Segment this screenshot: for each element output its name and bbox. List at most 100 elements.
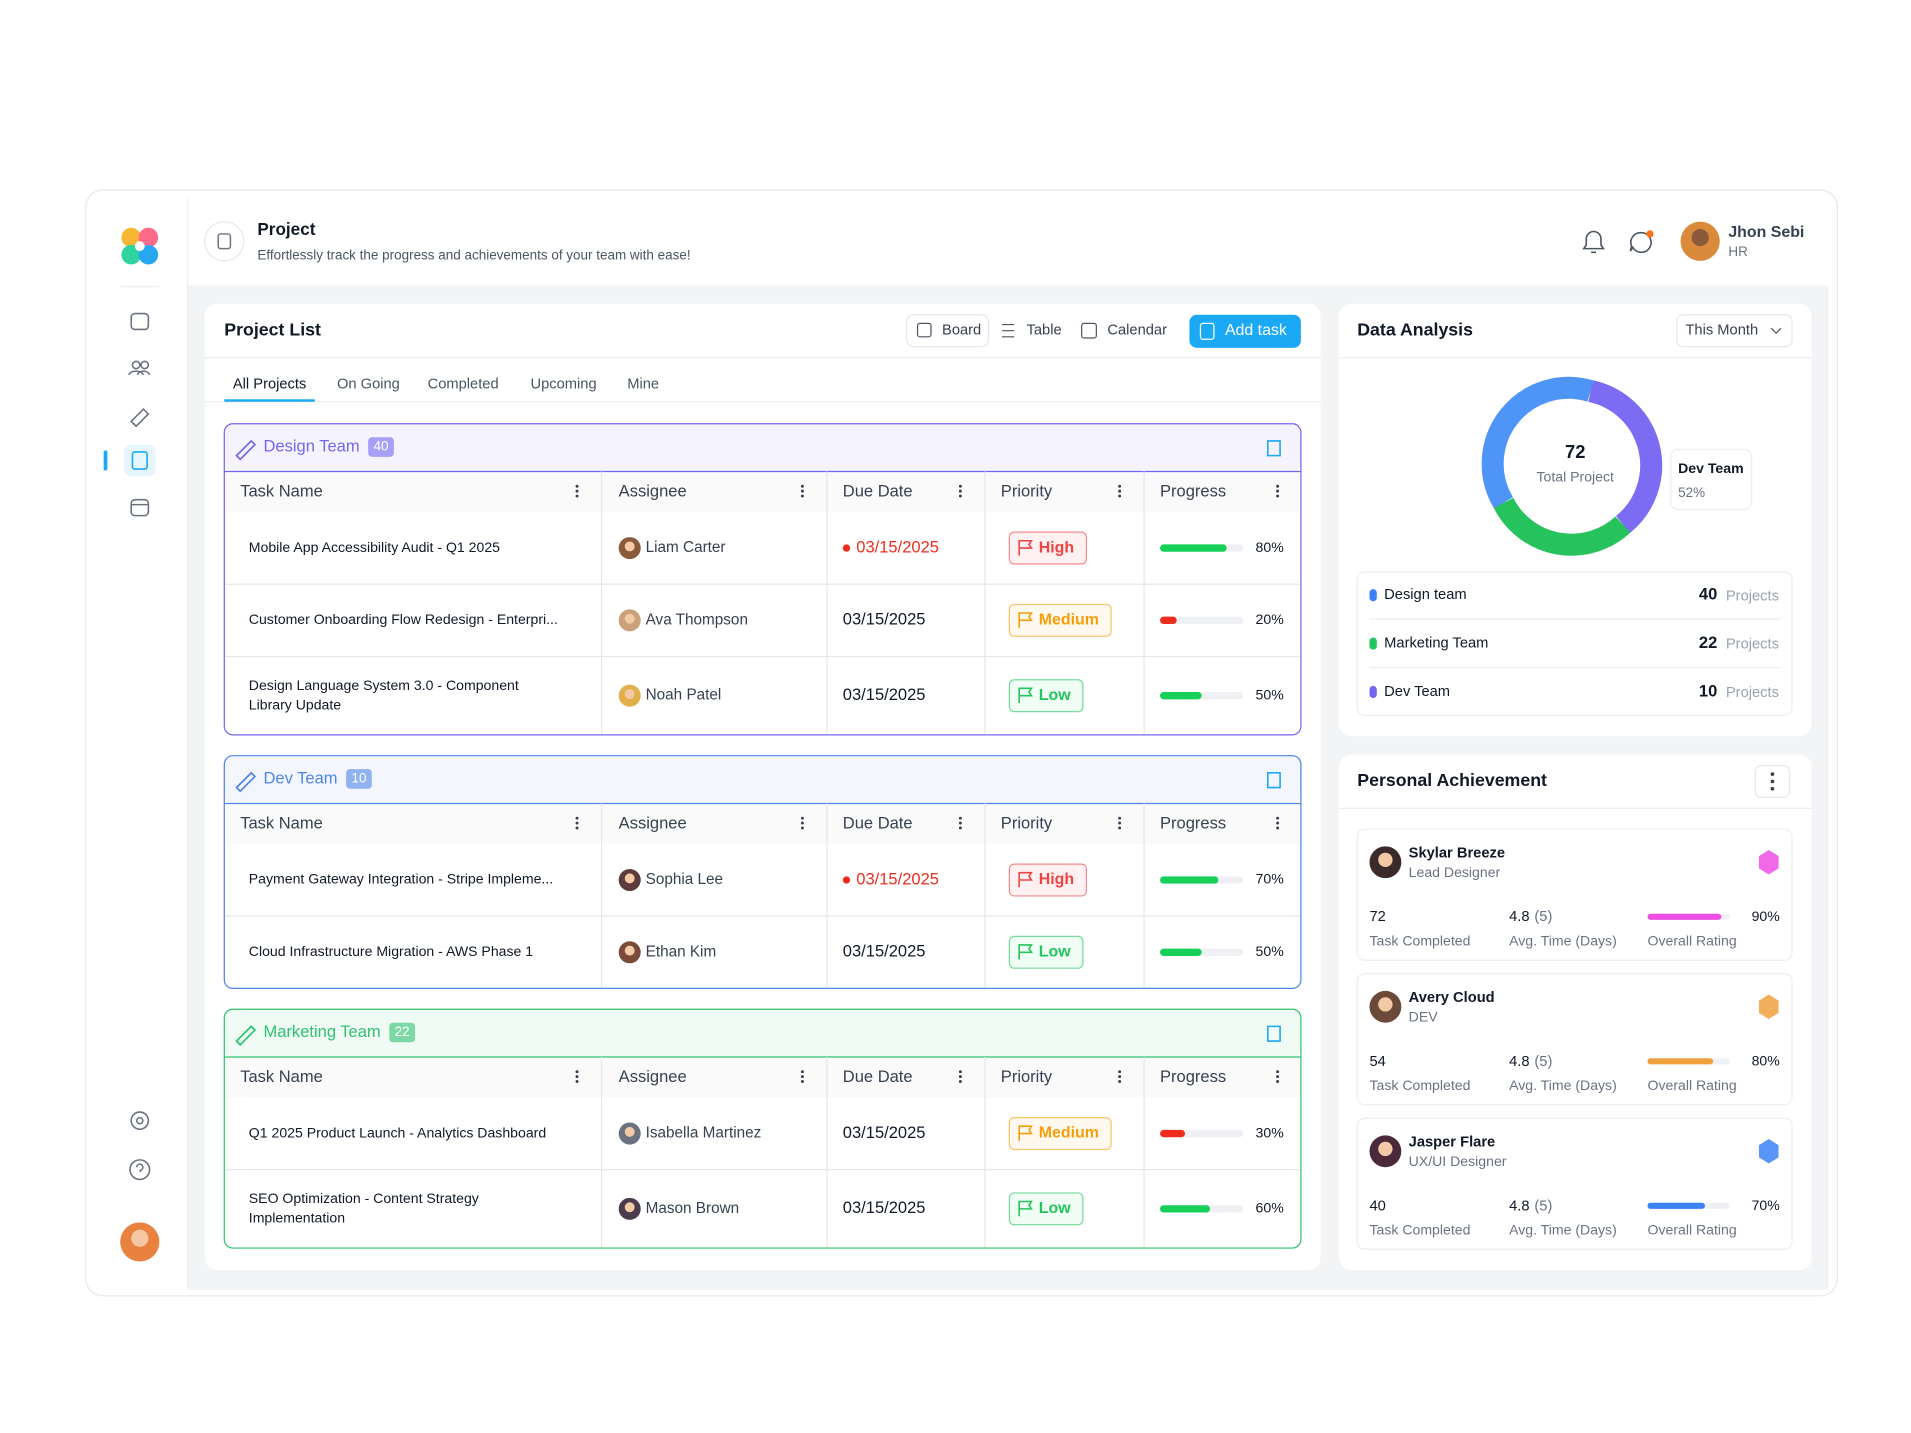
progress-bar (1160, 1129, 1186, 1138)
avg-time-value: 4.8 (1509, 1198, 1529, 1214)
nav-help[interactable] (129, 1159, 151, 1181)
messages-button[interactable] (1629, 231, 1652, 254)
donut-tooltip (1670, 448, 1753, 511)
progress-bar (1160, 616, 1177, 625)
page-title: Project (257, 219, 315, 239)
overdue-dot (842, 544, 851, 552)
nav-settings[interactable] (130, 1111, 150, 1131)
group-name: Marketing Team (263, 1022, 380, 1041)
group-header (224, 423, 1301, 472)
column-menu-dot (958, 821, 962, 825)
user-role: HR (1728, 244, 1748, 259)
column-header: Task Name (240, 1067, 323, 1086)
group-refresh[interactable] (1267, 772, 1281, 789)
nav-project-active[interactable] (123, 444, 156, 477)
column-menu-dot (1118, 484, 1122, 488)
view-option[interactable]: Board (942, 323, 981, 339)
tasks-label: Task Completed (1369, 933, 1470, 949)
task-name: Q1 2025 Product Launch - Analytics Dashb… (249, 1124, 546, 1140)
tooltip-value: 52% (1678, 485, 1705, 500)
column-menu-dot (575, 1070, 579, 1074)
priority-badge (1008, 1117, 1112, 1151)
dropdown-caret (1770, 327, 1782, 335)
nav-dashboard[interactable] (130, 312, 150, 331)
priority-flag (1018, 944, 1033, 960)
column-menu-dot (575, 1075, 579, 1079)
column-header: Progress (1160, 482, 1226, 501)
period-label[interactable]: This Month (1685, 323, 1758, 339)
tab[interactable]: On Going (337, 376, 400, 392)
progress-bar (1160, 692, 1202, 700)
column-menu-dot (1118, 1075, 1122, 1079)
nav-calendar[interactable] (130, 498, 150, 517)
tooltip-name: Dev Team (1678, 460, 1743, 476)
tasks-value: 40 (1369, 1198, 1385, 1214)
column-menu-dot (575, 821, 579, 825)
legend-value: 10 (1699, 681, 1717, 700)
legend-value: 40 (1699, 585, 1717, 604)
tab[interactable]: Mine (627, 376, 659, 392)
avatar-face (624, 689, 635, 699)
group-refresh[interactable] (1267, 1025, 1281, 1042)
tasks-value: 54 (1369, 1054, 1385, 1070)
achievement-card (1356, 1117, 1793, 1250)
column-header: Priority (1001, 1067, 1053, 1086)
task-name: Payment Gateway Integration - Stripe Imp… (249, 871, 553, 887)
group-icon (235, 771, 257, 793)
priority-label: Medium (1039, 1125, 1099, 1142)
rating-caption: Overall Rating (1648, 1222, 1737, 1238)
legend-name: Marketing Team (1384, 636, 1488, 652)
column-menu-dot (800, 494, 804, 498)
column-menu-dot (575, 484, 579, 488)
priority-label: Low (1039, 687, 1071, 704)
column-menu-dot (575, 494, 579, 498)
legend-dot (1369, 685, 1377, 699)
rating-bar (1647, 1058, 1714, 1065)
column-menu-dot (575, 1080, 579, 1083)
avg-time-of: (5) (1534, 1054, 1552, 1070)
user-name: Jhon Sebi (1728, 224, 1804, 241)
avg-time-of: (5) (1534, 1198, 1552, 1214)
column-header: Assignee (619, 1067, 687, 1086)
column-header: Due Date (843, 482, 913, 501)
legend-value: 22 (1699, 633, 1717, 652)
legend-name: Dev Team (1384, 684, 1450, 700)
avg-time-label: Avg. Time (Days) (1509, 1222, 1617, 1238)
donut-arc (1481, 376, 1594, 509)
priority-flag (1018, 612, 1033, 628)
column-menu-dot (800, 826, 804, 830)
notification-button[interactable] (1582, 230, 1605, 254)
add-task-label[interactable]: Add task (1225, 322, 1287, 339)
add-task-button[interactable] (1189, 314, 1301, 348)
view-option[interactable]: Table (1027, 323, 1062, 339)
view-option[interactable]: Calendar (1107, 323, 1167, 339)
achievement-badge (1758, 850, 1779, 875)
column-menu-dot (958, 484, 962, 488)
tab[interactable]: Completed (428, 376, 499, 392)
column-header: Progress (1160, 814, 1226, 833)
donut-hole (1514, 404, 1637, 527)
column-menu-dot (800, 1080, 804, 1083)
column-header: Task Name (240, 482, 323, 501)
nav-team[interactable] (131, 360, 141, 370)
period-dropdown[interactable] (1676, 314, 1793, 348)
tab[interactable]: All Projects (233, 376, 306, 392)
column-menu-dot (575, 489, 579, 493)
rating-caption: Overall Rating (1648, 933, 1737, 949)
due-date: 03/15/2025 (843, 1123, 926, 1142)
nav-tickets[interactable] (130, 407, 150, 428)
group-name: Dev Team (263, 768, 337, 787)
priority-label: High (1039, 871, 1074, 888)
group-refresh[interactable] (1267, 440, 1281, 457)
progress-bar (1160, 876, 1219, 884)
rating-label: 70% (1752, 1197, 1781, 1213)
column-header: Priority (1001, 482, 1053, 501)
group-count-badge (368, 437, 394, 457)
tab[interactable]: Upcoming (530, 376, 596, 392)
column-menu-dot (1276, 816, 1280, 820)
panel-title: Personal Achievement (1357, 770, 1547, 790)
assignee: Liam Carter (646, 539, 726, 556)
rating-label: 90% (1752, 908, 1781, 924)
column-menu-dot (958, 494, 962, 498)
